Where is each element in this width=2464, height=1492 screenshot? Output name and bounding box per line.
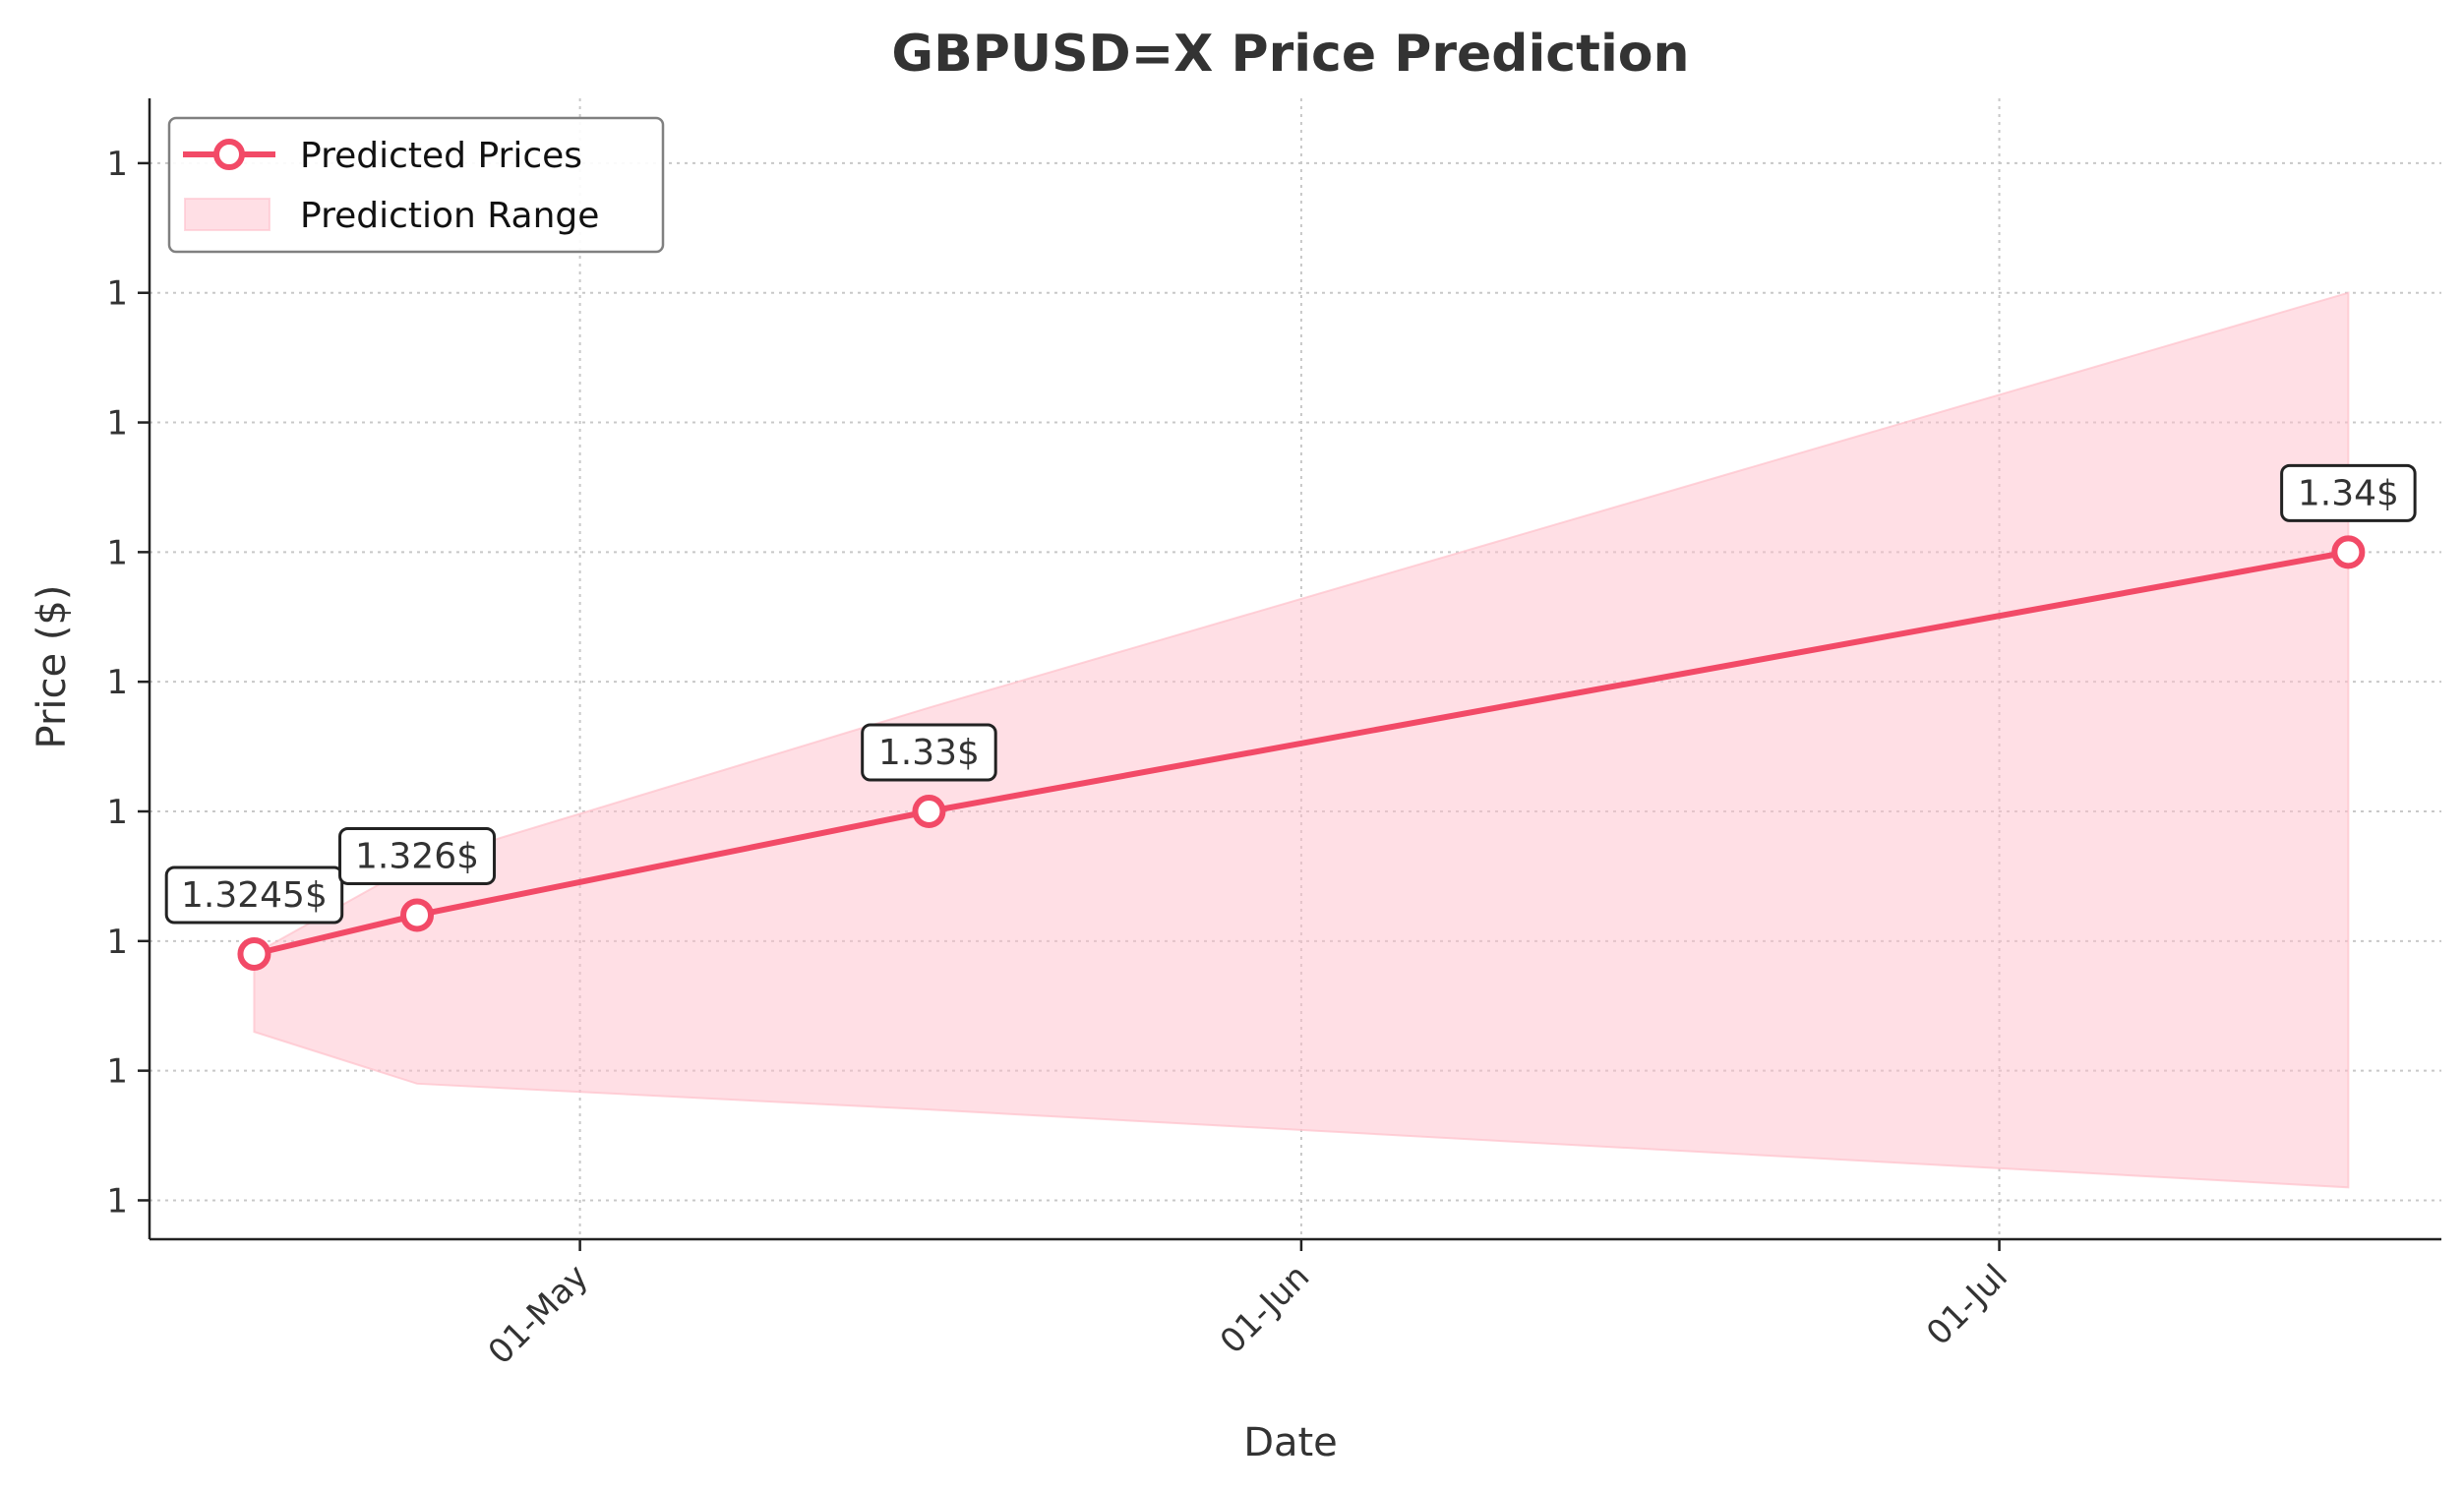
- y-tick-label: 1: [106, 663, 128, 702]
- x-tick-label: 01-Jul: [1919, 1257, 2015, 1353]
- predicted-price-point: [2331, 535, 2366, 569]
- price-annotation-box: [861, 723, 997, 782]
- y-tick-label: 1: [106, 274, 128, 314]
- prediction-range-layer: [253, 291, 2350, 1189]
- x-tick-label: 01-Jun: [1213, 1257, 1317, 1361]
- prediction-range-area: [253, 291, 2350, 1189]
- price-annotation-box: [338, 826, 497, 885]
- price-annotation-label: 1.34$: [2298, 473, 2399, 513]
- y-tick-label: 1: [106, 533, 128, 572]
- predicted-price-point: [237, 937, 271, 971]
- y-tick-label: 1: [106, 1181, 128, 1221]
- legend-frame: [167, 116, 665, 254]
- y-axis-label: Price ($): [30, 585, 75, 749]
- annotation-layer: 1.3245$ 1.326$ 1.33$ 1.34$: [164, 463, 2417, 925]
- legend: Predicted Prices Prediction Range: [167, 116, 665, 254]
- x-axis-label: Date: [1243, 1420, 1338, 1465]
- predicted-line-layer: [237, 535, 2366, 971]
- chart-title: GBPUSD=X Price Prediction: [891, 25, 1689, 84]
- price-annotation-label: 1.3245$: [181, 875, 328, 916]
- predicted-price-point: [912, 795, 946, 828]
- price-annotation-box: [2280, 463, 2417, 522]
- predicted-price-point: [400, 898, 435, 932]
- price-annotation-label: 1.326$: [355, 836, 479, 876]
- legend-area-swatch: [184, 198, 270, 231]
- legend-marker-swatch: [213, 139, 245, 170]
- predicted-prices-line: [253, 549, 2349, 957]
- y-tick-label: 1: [106, 404, 128, 444]
- y-tick-label: 1: [106, 793, 128, 832]
- y-tick-label: 1: [106, 145, 128, 184]
- price-annotation-label: 1.33$: [878, 733, 980, 773]
- price-annotation-box: [164, 865, 344, 925]
- legend-label-predicted-prices: Predicted Prices: [300, 136, 582, 176]
- grid-layer: [150, 98, 2441, 1239]
- y-tick-label: 1: [106, 1052, 128, 1092]
- y-tick-label: 1: [106, 923, 128, 962]
- legend-label-prediction-range: Prediction Range: [300, 196, 599, 236]
- x-tick-label: 01-May: [481, 1257, 596, 1372]
